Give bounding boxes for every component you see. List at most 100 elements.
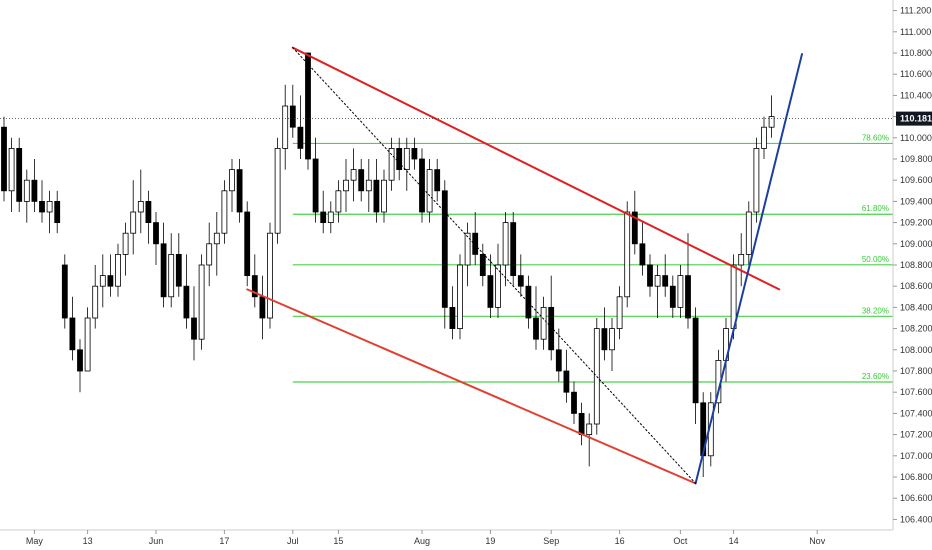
candle-body-90 [685,275,691,319]
candle-body-77 [586,423,593,435]
x-axis[interactable]: May 13 Jun 17 Jul 15 Aug 19 Sep 16 Oct 14 Nov [26,530,826,546]
candle-body-101 [768,116,775,128]
fib-level-label-3: 38.20% [862,306,889,315]
candle-body-75 [571,391,577,414]
candle-body-66 [502,222,509,266]
candle-body-100 [761,126,767,149]
candle-body-74 [563,370,570,393]
candle-body-81 [616,296,623,329]
candle-body-33 [251,275,258,298]
candle-body-30 [229,169,235,192]
y-tick-label-11: 108.600 [900,281,932,291]
candle-body-88 [669,285,676,308]
candle-body-26 [198,264,205,340]
last-price-badge [896,111,932,126]
candle-body-63 [479,253,486,276]
candle-body-45 [343,179,349,192]
candle-body-0 [1,126,7,192]
candle-body-38 [289,105,296,128]
candle-body-15 [115,253,121,287]
candle-body-57 [434,169,441,192]
trend-line-3 [292,47,697,484]
x-tick-label-6: Aug [414,536,430,546]
x-tick-label-11: 14 [729,536,739,546]
y-tick-label-0: 106.400 [900,514,932,524]
candle-body-49 [373,179,380,213]
y-tick-label-23: 111.000 [900,27,931,37]
candle-body-51 [388,147,395,181]
candle-body-22 [168,253,175,298]
candle-body-8 [61,264,68,319]
fib-levels: 78.60% 61.80% 50.00% 38.20% 23.60% [292,133,893,383]
candle-body-18 [137,200,144,213]
trend-line-0 [291,46,781,291]
y-tick-label-17: 109.800 [900,154,932,164]
candle-body-13 [99,275,106,287]
candle-body-99 [753,147,760,213]
candle-body-36 [274,147,281,234]
candle-body-20 [153,222,159,245]
fib-level-label-0: 78.60% [862,133,889,142]
candle-body-56 [426,169,433,213]
trend-lines [246,46,803,485]
y-tick-label-4: 107.200 [900,430,932,440]
candle-body-35 [267,232,273,319]
candle-body-21 [160,243,167,298]
candle-body-53 [403,147,410,170]
candle-body-72 [548,306,555,351]
y-tick-label-13: 109.000 [900,239,932,249]
x-tick-label-8: Sep [543,536,559,546]
candle-body-28 [213,232,220,245]
candle-body-60 [457,264,463,329]
fib-level-label-2: 50.00% [862,255,889,264]
y-tick-label-5: 107.400 [900,408,932,418]
candle-body-42 [320,211,327,223]
x-tick-label-10: Oct [673,536,688,546]
candle-body-55 [419,158,425,213]
trend-line-2 [694,53,803,485]
candle-body-32 [244,211,251,276]
candle-body-19 [145,200,152,223]
candle-body-59 [449,306,456,329]
y-tick-label-22: 110.800 [900,48,932,58]
y-tick-label-16: 109.600 [900,175,932,185]
candle-body-85 [647,264,653,287]
candle-body-5 [39,200,45,213]
x-tick-label-9: 16 [615,536,625,546]
candle-body-48 [365,179,372,192]
candle-body-76 [578,412,585,435]
candle-body-67 [510,222,517,277]
y-tick-label-8: 108.000 [900,345,932,355]
candle-body-7 [54,200,61,223]
candle-body-62 [472,232,479,255]
y-tick-label-10: 108.400 [900,302,932,312]
candle-body-43 [327,211,334,223]
candle-body-84 [639,243,646,266]
candle-body-10 [77,349,83,372]
candle-body-29 [221,190,228,234]
candle-body-12 [92,285,99,319]
y-tick-label-14: 109.200 [900,218,932,228]
candle-body-11 [84,317,91,372]
candle-body-16 [122,232,129,255]
candle-body-41 [312,158,319,213]
x-tick-label-7: 19 [485,536,495,546]
candle-body-27 [206,243,213,266]
x-tick-label-4: Jul [287,536,299,546]
candle-body-24 [183,285,190,319]
candle-body-44 [335,190,342,213]
fib-level-label-1: 61.80% [862,204,889,213]
candle-body-61 [464,232,471,266]
y-tick-label-20: 110.400 [900,90,932,100]
y-tick-label-2: 106.800 [900,472,932,482]
candle-body-37 [282,105,289,149]
candle-body-87 [662,275,669,287]
candle-body-4 [31,179,38,202]
candle-body-89 [677,275,684,308]
candle-body-40 [305,52,311,160]
fib-level-label-4: 23.60% [862,372,889,381]
candle-body-23 [175,253,182,287]
